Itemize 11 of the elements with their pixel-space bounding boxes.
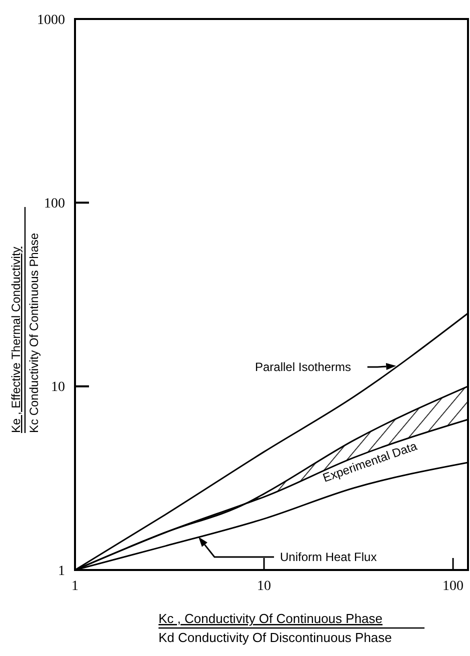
x-axis-title: Kc , Conductivity Of Continuous Phase Kd Conductivity Of Discontinuous Phase: [158, 611, 392, 645]
x-tick-label: 1: [72, 579, 78, 594]
x-tick-label: 100: [442, 579, 464, 594]
y-tick-label: 10: [51, 380, 65, 396]
x-tick-label: 10: [257, 579, 272, 594]
y-tick-label: 1: [58, 564, 65, 579]
text: Uniform Heat Flux: [280, 550, 377, 564]
y-axis-title: Ke , Effective Thermal Conductivity Kc Conductivity Of Continuous Phase: [9, 232, 41, 433]
y-tick-label: 100: [44, 196, 65, 212]
y-tick-label: 1000: [37, 12, 65, 28]
legend-label: Parallel Isotherms: [255, 360, 352, 374]
